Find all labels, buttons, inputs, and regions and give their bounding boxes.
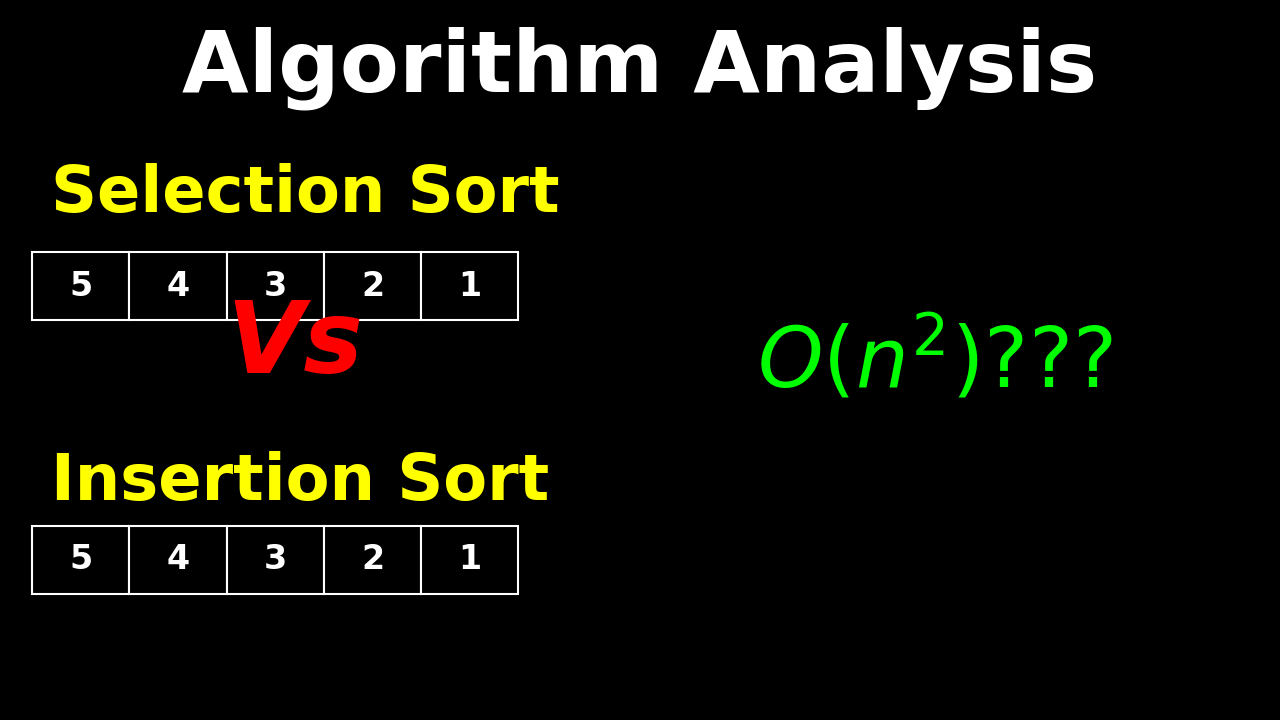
Bar xyxy=(32,252,129,320)
Bar xyxy=(32,526,129,594)
Bar xyxy=(421,252,518,320)
Bar xyxy=(421,526,518,594)
Bar xyxy=(227,252,324,320)
Text: 4: 4 xyxy=(166,270,189,302)
Text: 2: 2 xyxy=(361,270,384,302)
Bar xyxy=(324,252,421,320)
Text: 1: 1 xyxy=(458,544,481,576)
Text: 5: 5 xyxy=(69,544,92,576)
Bar xyxy=(129,252,227,320)
Text: 2: 2 xyxy=(361,544,384,576)
Text: 1: 1 xyxy=(458,270,481,302)
Bar xyxy=(129,526,227,594)
Text: 3: 3 xyxy=(264,270,287,302)
Text: 4: 4 xyxy=(166,544,189,576)
Text: 3: 3 xyxy=(264,544,287,576)
Text: 5: 5 xyxy=(69,270,92,302)
Text: Selection Sort: Selection Sort xyxy=(51,163,559,225)
Text: Insertion Sort: Insertion Sort xyxy=(51,451,549,513)
Text: $\mathit{O}(\mathit{n}^{2})???$: $\mathit{O}(\mathit{n}^{2})???$ xyxy=(756,315,1112,405)
Bar xyxy=(227,526,324,594)
Text: Algorithm Analysis: Algorithm Analysis xyxy=(182,27,1098,110)
Bar xyxy=(324,526,421,594)
Text: Vs: Vs xyxy=(227,297,362,394)
